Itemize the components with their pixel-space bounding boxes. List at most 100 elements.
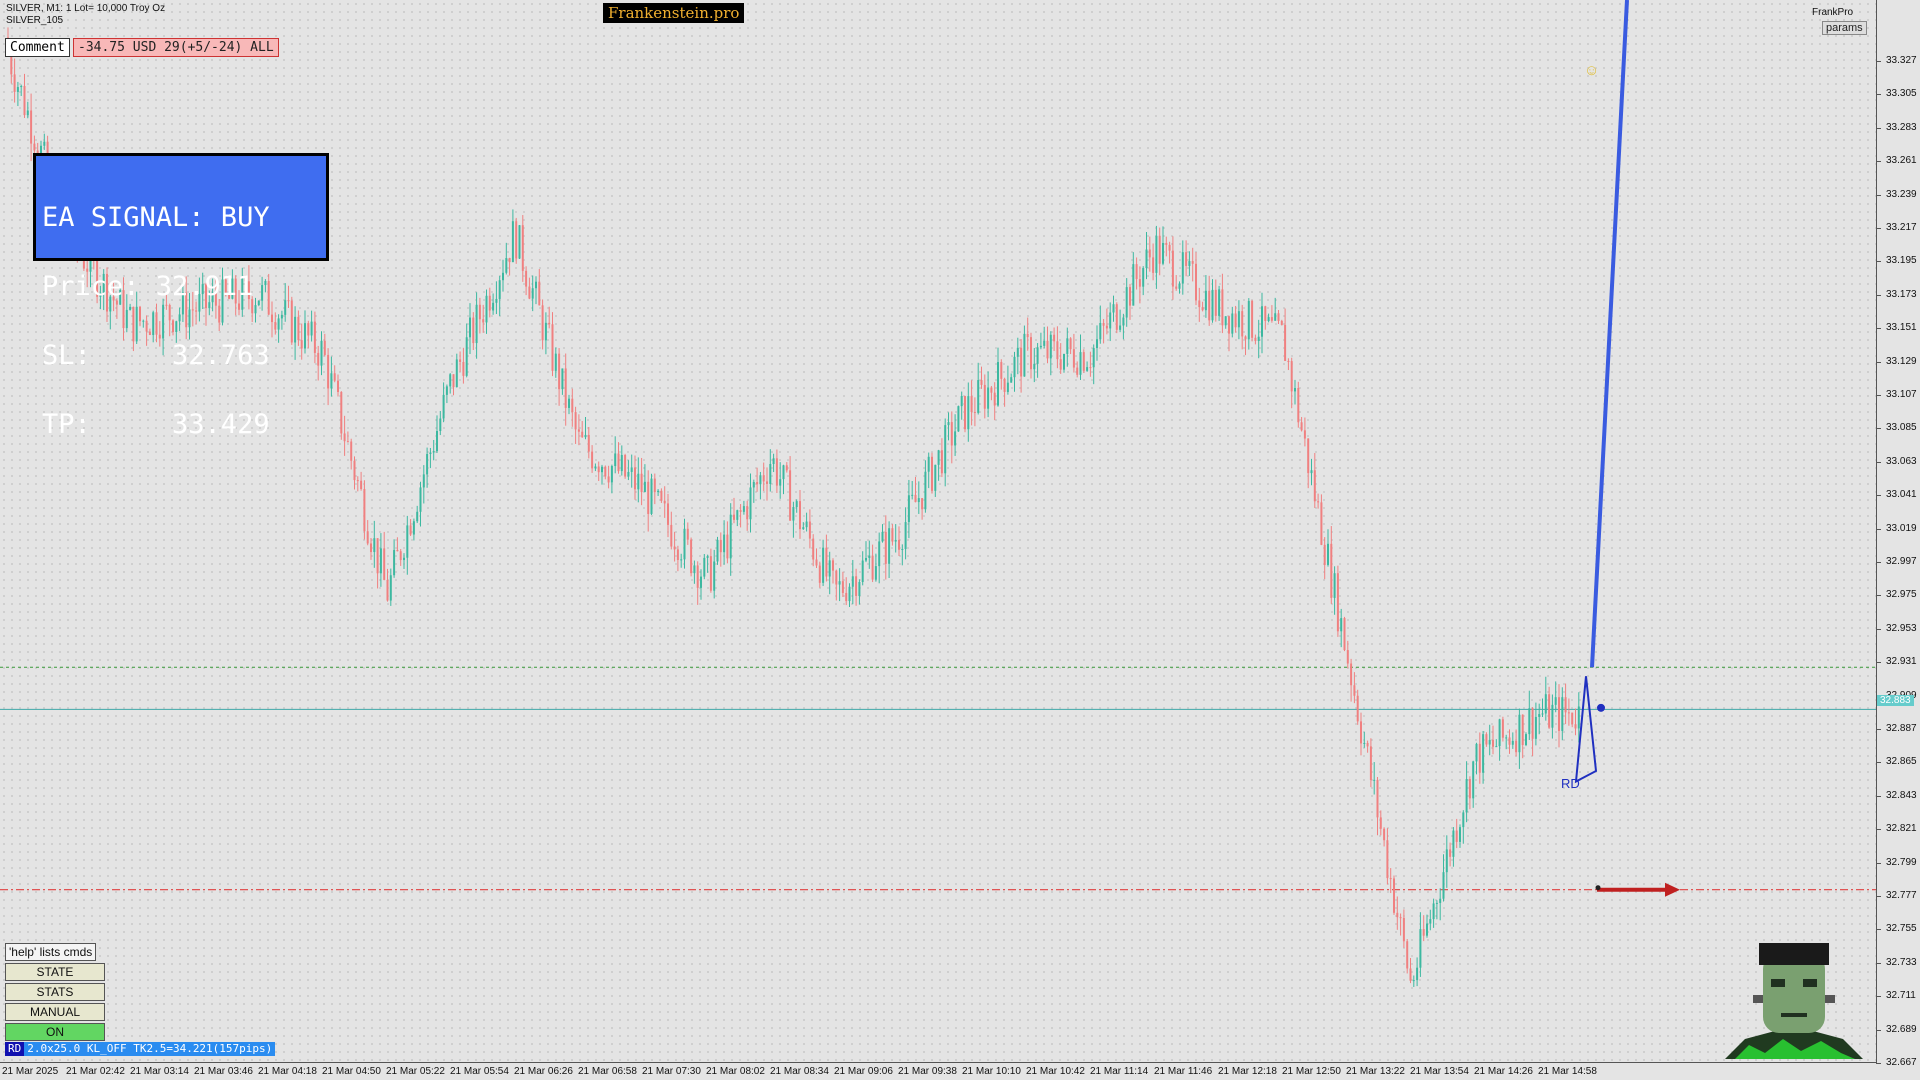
- candle-body: [752, 482, 755, 488]
- candle-body: [1518, 714, 1521, 753]
- price-axis-label: 32.953: [1886, 622, 1917, 634]
- rd-pattern-triangle: [1574, 676, 1598, 784]
- candle-body: [495, 298, 498, 303]
- candle-body: [162, 304, 165, 339]
- candle-body: [82, 254, 85, 269]
- candle-body: [208, 302, 211, 309]
- candle-body: [132, 306, 135, 342]
- candle-body: [290, 300, 293, 343]
- manual-button[interactable]: MANUAL: [5, 1003, 105, 1021]
- candle-body: [1234, 313, 1237, 328]
- candle-body: [238, 303, 240, 310]
- candle-body: [733, 514, 735, 520]
- candle-body: [577, 429, 580, 432]
- candle-body: [960, 396, 963, 407]
- price-axis-tick: [1876, 595, 1881, 597]
- candle-body: [1191, 261, 1194, 264]
- time-axis-label: 21 Mar 11:14: [1090, 1066, 1149, 1077]
- candle-body: [911, 494, 914, 496]
- current-price-tag: 32.883: [1877, 695, 1914, 706]
- candle-body: [696, 565, 699, 588]
- candle-body: [419, 487, 422, 512]
- candle-body: [1402, 917, 1405, 942]
- candle-body: [657, 490, 660, 493]
- candle-body: [1307, 438, 1310, 474]
- price-axis-label: 33.173: [1886, 288, 1917, 300]
- candle-body: [1198, 300, 1201, 308]
- price-axis-label: 32.689: [1886, 1023, 1917, 1035]
- candle-body: [1214, 289, 1217, 316]
- candle-body: [412, 521, 415, 535]
- candle-body: [106, 273, 108, 312]
- price-axis-label: 33.327: [1886, 55, 1917, 66]
- time-axis-label: 21 Mar 08:02: [706, 1066, 765, 1077]
- candle-body: [191, 309, 194, 311]
- candle-body: [700, 576, 702, 588]
- time-axis-label: 21 Mar 06:58: [578, 1066, 637, 1077]
- candle-body: [320, 340, 323, 366]
- candle-body: [1162, 242, 1164, 264]
- candle-body: [1181, 252, 1184, 284]
- state-button[interactable]: STATE: [5, 963, 105, 981]
- time-axis-label: 21 Mar 10:10: [962, 1066, 1021, 1077]
- candle-body: [795, 501, 798, 508]
- price-axis-tick: [1876, 495, 1881, 497]
- candle-body: [1485, 734, 1488, 745]
- candle-body: [505, 258, 508, 273]
- candle-body: [822, 547, 825, 583]
- candle-body: [1043, 340, 1046, 346]
- comment-button[interactable]: Comment: [5, 38, 70, 57]
- candle-body: [1525, 734, 1527, 746]
- candle-body: [201, 284, 204, 295]
- price-axis-label: 32.711: [1886, 990, 1916, 1002]
- candle-body: [353, 460, 356, 481]
- price-axis-tick: [1876, 929, 1881, 931]
- candle-body: [327, 354, 330, 389]
- candle-body: [1478, 743, 1481, 773]
- candle-body: [211, 292, 214, 303]
- candle-body: [244, 278, 247, 282]
- candle-body: [20, 85, 23, 88]
- candle-body: [1373, 779, 1376, 781]
- candle-body: [1030, 337, 1032, 370]
- candle-body: [1086, 367, 1089, 371]
- candle-body: [310, 321, 313, 336]
- candle-body: [1142, 268, 1145, 287]
- candle-body: [1508, 737, 1511, 745]
- time-axis-label: 21 Mar 12:18: [1218, 1066, 1277, 1077]
- candle-body: [1459, 827, 1461, 842]
- price-chart-svg[interactable]: [0, 0, 1876, 1062]
- candle-body: [554, 353, 557, 371]
- candle-body: [498, 280, 501, 299]
- candle-body: [607, 476, 610, 483]
- on-button[interactable]: ON: [5, 1023, 105, 1041]
- params-button[interactable]: params: [1822, 21, 1867, 35]
- time-axis-label: 21 Mar 09:06: [834, 1066, 893, 1077]
- candle-body: [535, 281, 537, 289]
- candle-body: [805, 521, 808, 528]
- candle-body: [436, 431, 438, 452]
- candle-body: [109, 296, 112, 312]
- candle-body: [370, 543, 372, 553]
- candle-body: [1468, 779, 1471, 799]
- candle-body: [558, 353, 561, 390]
- brand-label[interactable]: Frankenstein.pro: [603, 3, 745, 23]
- candle-body: [152, 312, 155, 336]
- candle-body: [997, 362, 999, 406]
- candle-body: [1006, 382, 1009, 392]
- candle-body: [1538, 714, 1541, 717]
- candle-body: [294, 316, 297, 343]
- candle-body: [1152, 257, 1155, 273]
- take-profit-projection: [1590, 0, 1629, 668]
- candle-body: [610, 466, 613, 483]
- candle-body: [115, 300, 118, 305]
- candle-body: [931, 456, 933, 491]
- candle-body: [492, 302, 495, 311]
- candle-body: [30, 110, 33, 144]
- candle-body: [683, 528, 686, 560]
- price-axis-tick: [1876, 228, 1881, 229]
- candle-body: [907, 495, 910, 523]
- stats-button[interactable]: STATS: [5, 983, 105, 1001]
- candle-body: [1409, 968, 1412, 981]
- candle-body: [650, 478, 653, 514]
